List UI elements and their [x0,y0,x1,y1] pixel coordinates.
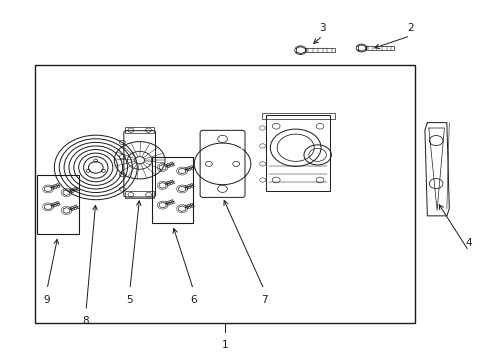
Bar [261,113,334,119]
Text: 9: 9 [43,295,50,305]
Bar [152,157,193,223]
Text: 2: 2 [406,23,413,33]
Bar [125,127,154,134]
Bar [365,46,393,50]
Bar [37,175,79,234]
Text: 8: 8 [82,316,89,326]
Text: 4: 4 [465,238,471,248]
Bar [35,65,414,323]
Bar [305,48,334,52]
Text: 6: 6 [190,295,196,305]
Bar [266,116,329,191]
Text: 5: 5 [126,295,133,305]
Text: 7: 7 [260,295,267,305]
Bar [125,192,154,198]
Text: 3: 3 [319,23,325,33]
Text: 1: 1 [221,340,228,350]
